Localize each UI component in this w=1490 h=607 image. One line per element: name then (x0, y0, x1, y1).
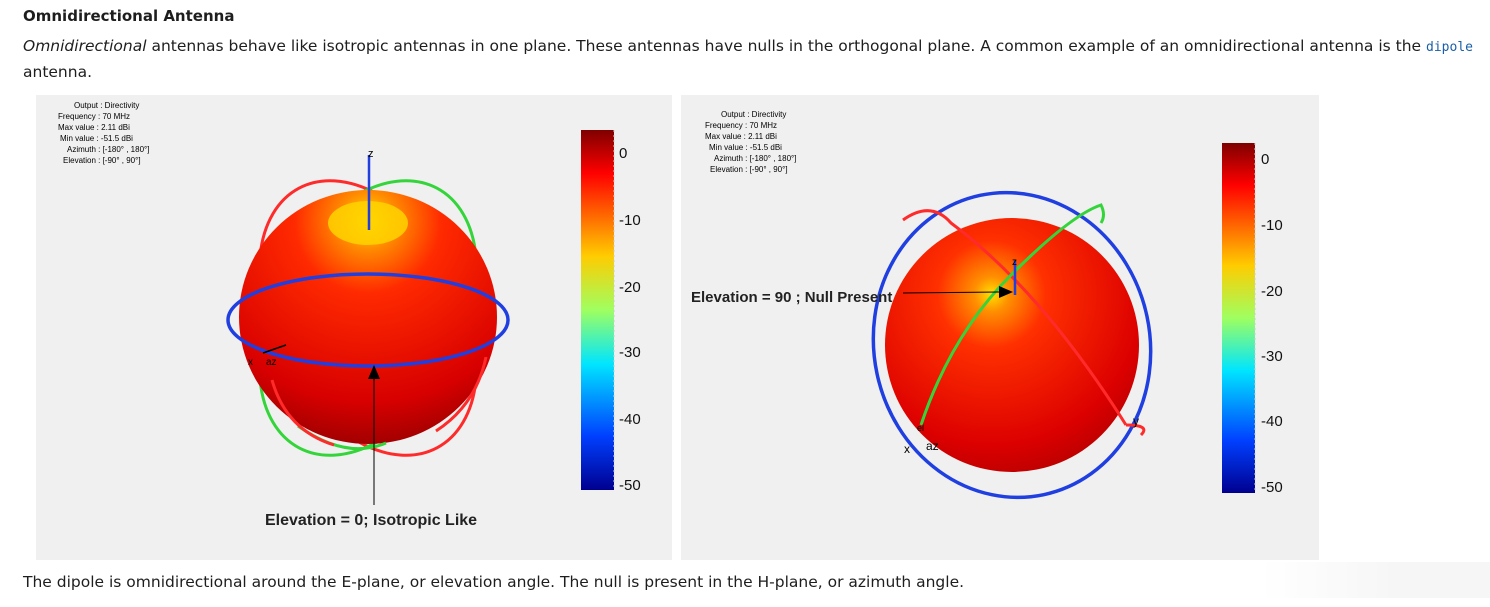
dipole-link[interactable]: dipole (1426, 40, 1473, 55)
colorbar-tick: -50 (619, 477, 641, 494)
axis-label-x: x (904, 442, 910, 456)
intro-emphasis: Omnidirectional (23, 37, 147, 55)
intro-paragraph: Omnidirectional antennas behave like iso… (23, 34, 1483, 84)
colorbar-tick: -30 (619, 344, 641, 361)
annotation-arrow (902, 291, 1000, 294)
colorbar-ticks: 0 -10 -20 -30 -40 -50 (619, 145, 641, 494)
info-line: Azimuth : [-180° , 180°] (67, 145, 149, 154)
info-line: Min value : -51.5 dBi (709, 143, 782, 152)
axis-label-el: el (917, 423, 924, 433)
axis-label-z: z (368, 148, 374, 160)
info-line: Frequency : 70 MHz (58, 112, 130, 121)
radiation-pattern-body (885, 218, 1139, 472)
colorbar-tick: 0 (1261, 151, 1269, 168)
colorbar-tick: -50 (1261, 479, 1283, 496)
axis-label-z: z (1012, 257, 1017, 268)
azimuth-ring (871, 190, 1153, 500)
colorbar-tick: -40 (619, 411, 641, 428)
axis-label-x: x (248, 357, 253, 368)
colorbar (581, 130, 614, 490)
annotation-label: Elevation = 0; Isotropic Like (265, 512, 477, 529)
info-line: Frequency : 70 MHz (705, 121, 777, 130)
colorbar-tick: -40 (1261, 413, 1283, 430)
info-line: Min value : -51.5 dBi (60, 134, 133, 143)
intro-text: antennas behave like isotropic antennas … (146, 37, 1427, 55)
red-ring-front (270, 379, 335, 447)
colorbar-tick: -10 (1261, 217, 1283, 234)
colorbar-tick: -30 (1261, 348, 1283, 365)
conclusion-paragraph: The dipole is omnidirectional around the… (23, 573, 965, 591)
scroll-fade (1260, 562, 1490, 598)
axis-label-y: y (1133, 414, 1139, 428)
info-line: Elevation : [-90° , 90°] (63, 156, 141, 165)
info-line: Azimuth : [-180° , 180°] (714, 154, 796, 163)
arrow-head (999, 286, 1013, 298)
info-line: Output : Directivity (74, 101, 139, 110)
colorbar-tick: 0 (619, 145, 627, 162)
radiation-pattern-body (239, 190, 497, 444)
green-ring (919, 203, 1105, 426)
red-ring-front (435, 356, 488, 433)
colorbar-tick: -10 (619, 212, 641, 229)
info-line: Output : Directivity (721, 110, 786, 119)
pattern-figure-elevation-0: Output : Directivity Frequency : 70 MHz … (36, 95, 672, 560)
colorbar-ticks: 0 -10 -20 -30 -40 -50 (1261, 151, 1283, 496)
annotation-label: Elevation = 90 ; Null Present (691, 289, 892, 306)
info-line: Max value : 2.11 dBi (705, 132, 777, 141)
axis-label-az: az (926, 439, 939, 453)
x-axis (262, 344, 287, 354)
info-line: Elevation : [-90° , 90°] (710, 165, 788, 174)
pattern-figure-elevation-90: Output : Directivity Frequency : 70 MHz … (681, 95, 1319, 560)
pattern-info-block: Output : Directivity Frequency : 70 MHz … (58, 101, 149, 165)
red-ring (902, 209, 1128, 426)
axis-label-az: az (266, 357, 277, 368)
colorbar-tick: -20 (1261, 283, 1283, 300)
colorbar-tick: -20 (619, 279, 641, 296)
section-heading: Omnidirectional Antenna (23, 7, 235, 25)
info-line: Max value : 2.11 dBi (58, 123, 130, 132)
colorbar (1222, 143, 1255, 493)
intro-end: antenna. (23, 63, 93, 81)
pattern-info-block: Output : Directivity Frequency : 70 MHz … (705, 110, 796, 174)
arrow-head (368, 365, 380, 379)
azimuth-ring (226, 272, 510, 368)
